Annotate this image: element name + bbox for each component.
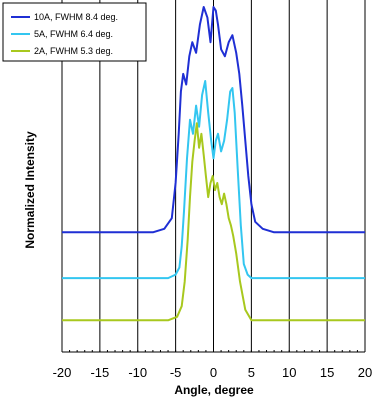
legend-label-2: 2A, FWHM 5.3 deg. xyxy=(34,46,113,56)
legend-label-0: 10A, FWHM 8.4 deg. xyxy=(34,12,118,22)
legend-label-1: 5A, FWHM 6.4 deg. xyxy=(34,29,113,39)
x-axis-title: Angle, degree xyxy=(174,383,254,397)
x-tick-label: 0 xyxy=(210,365,217,380)
x-tick-label: 5 xyxy=(248,365,255,380)
x-tick-label: 10 xyxy=(282,365,296,380)
legend: 10A, FWHM 8.4 deg. 5A, FWHM 6.4 deg. 2A, F… xyxy=(2,2,147,62)
x-tick-labels: -20 -15 -10 -5 0 5 10 15 20 xyxy=(53,365,373,380)
x-tick-label: -20 xyxy=(53,365,72,380)
x-tick-label: -15 xyxy=(90,365,109,380)
series-line-0 xyxy=(62,6,365,234)
series-lines xyxy=(62,6,365,322)
x-tick-label: 15 xyxy=(320,365,334,380)
x-tick-label: 20 xyxy=(358,365,372,380)
series-line-1 xyxy=(62,80,365,280)
series-line-2 xyxy=(62,122,365,322)
x-tick-label: -10 xyxy=(128,365,147,380)
x-tick-label: -5 xyxy=(170,365,182,380)
y-axis-title: Normalized Intensity xyxy=(23,131,37,249)
